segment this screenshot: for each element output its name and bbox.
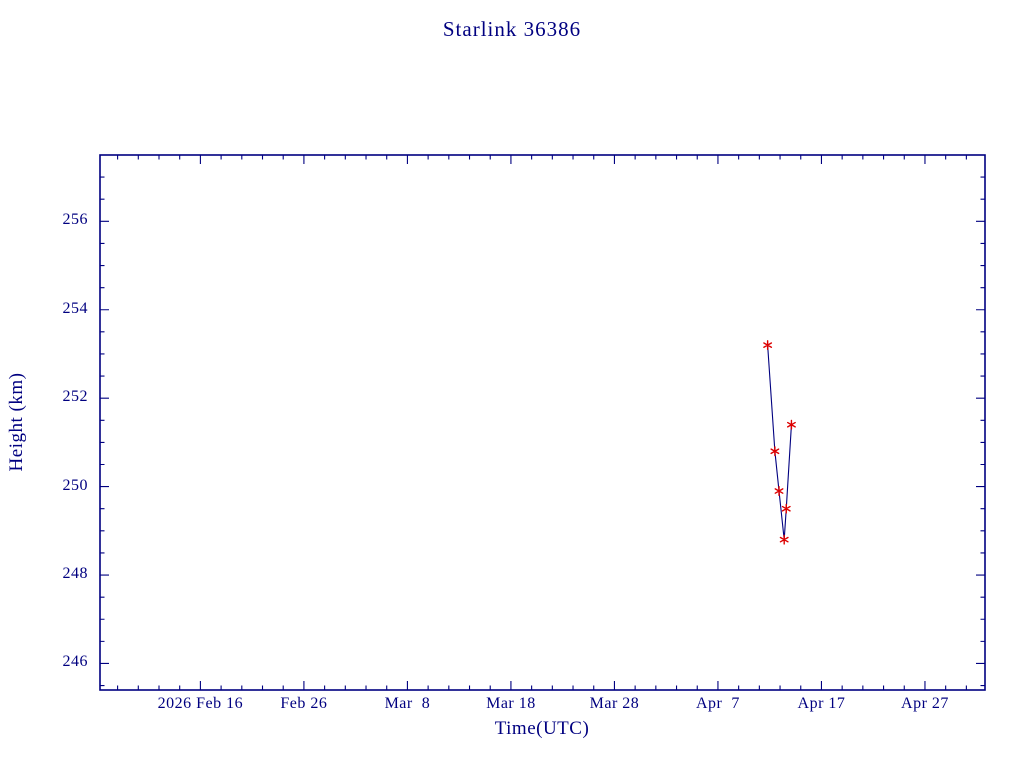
x-tick-label: 2026 Feb 16	[157, 695, 244, 712]
x-tick-label: Mar 28	[589, 695, 640, 712]
y-tick-label: 250	[62, 476, 88, 494]
y-tick-label: 252	[62, 388, 88, 406]
x-tick-label: Mar 18	[486, 695, 536, 712]
data-point-markers	[763, 340, 796, 545]
plot-frame	[99, 154, 986, 691]
x-tick-label: Mar 8	[384, 695, 431, 712]
y-tick-label: 256	[62, 211, 88, 229]
chart-title: Starlink 36386	[442, 17, 582, 41]
x-tick-label: Apr 7	[695, 695, 740, 712]
x-tick-label: Feb 26	[280, 695, 328, 712]
y-tick-label: 248	[62, 565, 88, 583]
y-tick-label: 246	[62, 653, 88, 671]
y-tick-label: 254	[62, 299, 88, 317]
x-axis-label: Time(UTC)	[494, 718, 590, 739]
axis-ticks	[100, 154, 985, 690]
x-tick-label: Apr 27	[901, 695, 949, 712]
data-line	[767, 345, 792, 540]
x-tick-label: Apr 17	[797, 695, 846, 712]
